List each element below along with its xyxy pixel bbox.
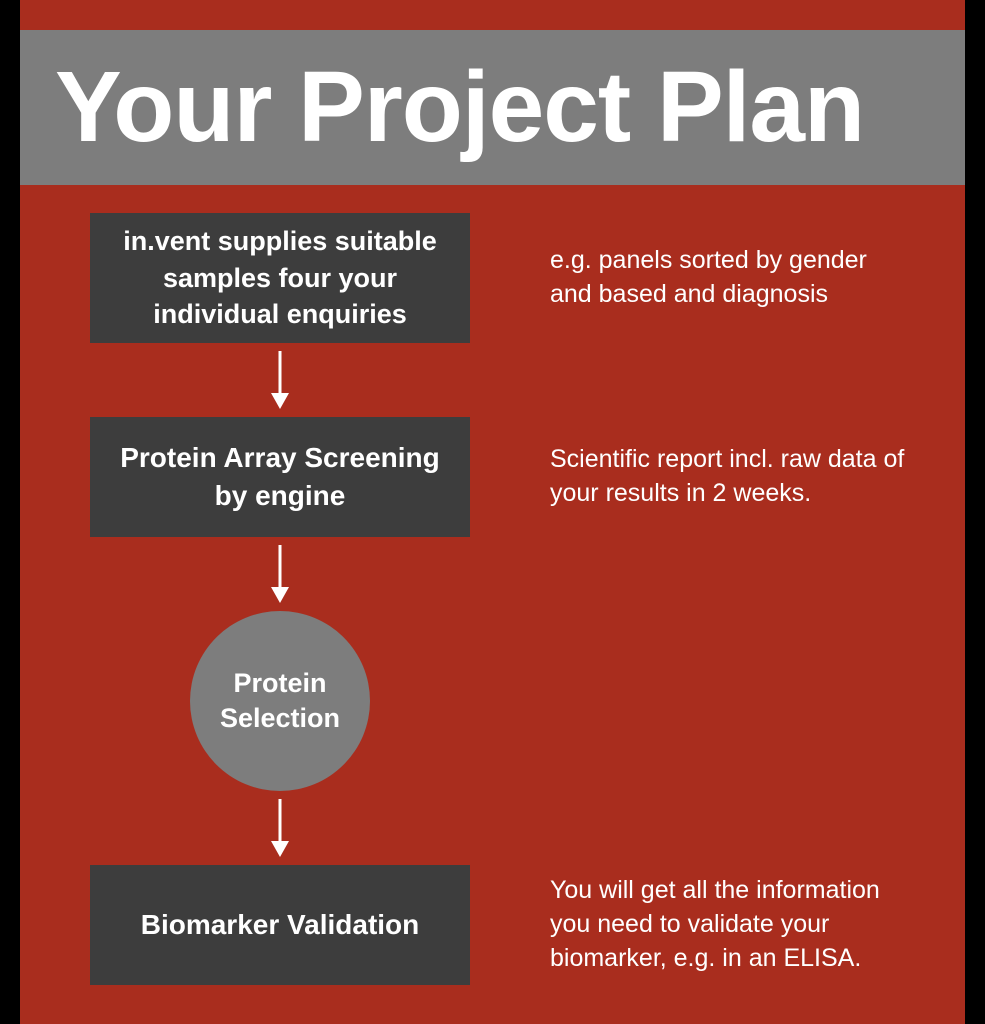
flow-step-1: in.vent supplies suitable samples four y… [20,213,965,343]
flow-node-col: in.vent supplies suitable samples four y… [20,213,540,343]
flow-desc-col: You will get all the information you nee… [540,874,940,975]
flow-node-samples: in.vent supplies suitable samples four y… [90,213,470,343]
flow-node-col: Protein Array Screening by engine [20,417,540,537]
flow-node-validation: Biomarker Validation [90,865,470,985]
flow-step-3: Protein Selection [20,611,965,791]
page-title: Your Project Plan [55,50,864,165]
arrow-down-icon [268,799,292,857]
flow-desc-validation: You will get all the information you nee… [550,874,910,975]
flow-step-2: Protein Array Screening by engine Scient… [20,417,965,537]
arrow-down-icon [268,351,292,409]
flowchart: in.vent supplies suitable samples four y… [20,213,965,985]
flow-arrow-2 [20,537,540,611]
flow-desc-col: Scientific report incl. raw data of your… [540,443,940,511]
flow-arrow-1 [20,343,540,417]
flow-node-col: Protein Selection [20,611,540,791]
flow-desc-screening: Scientific report incl. raw data of your… [550,443,910,511]
infographic-panel: Your Project Plan in.vent supplies suita… [20,0,965,1024]
flow-node-col: Biomarker Validation [20,865,540,985]
flow-desc-col: e.g. panels sorted by gender and based a… [540,244,940,312]
arrow-down-icon [268,545,292,603]
flow-step-4: Biomarker Validation You will get all th… [20,865,965,985]
header-band: Your Project Plan [20,30,965,185]
flow-arrow-3 [20,791,540,865]
flow-node-screening: Protein Array Screening by engine [90,417,470,537]
flow-desc-samples: e.g. panels sorted by gender and based a… [550,244,910,312]
flow-node-selection: Protein Selection [190,611,370,791]
